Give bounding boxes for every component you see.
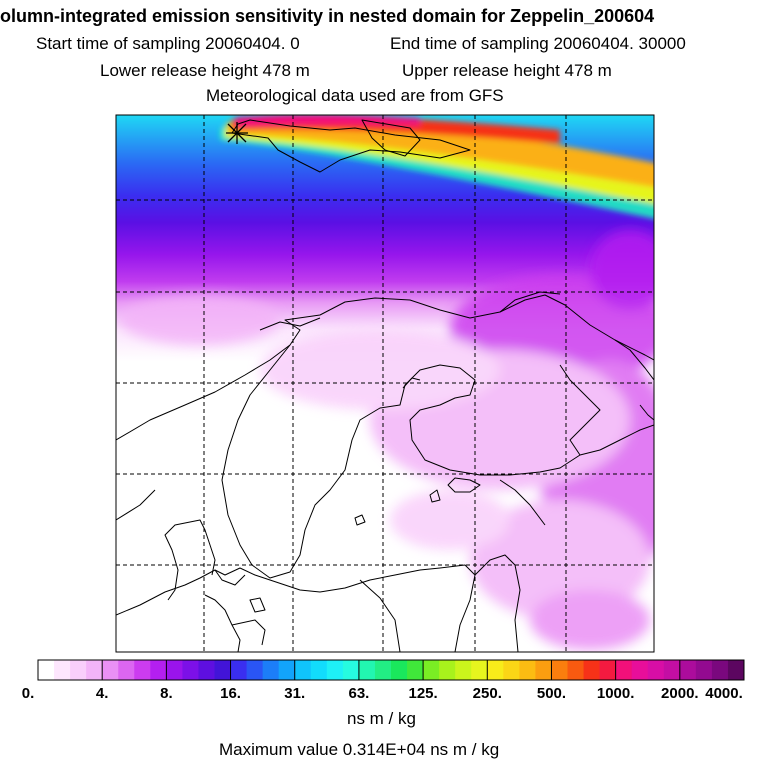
colorbar-swatch bbox=[166, 660, 183, 680]
colorbar-label: 16. bbox=[220, 685, 241, 702]
colorbar-swatch bbox=[727, 660, 745, 680]
coastlines bbox=[116, 119, 654, 652]
colorbar-swatch bbox=[214, 660, 232, 680]
colorbar-swatch bbox=[391, 660, 408, 680]
colorbar-swatch bbox=[294, 660, 312, 680]
colorbar-swatch bbox=[711, 660, 729, 680]
colorbar-label: 4000. bbox=[705, 685, 743, 702]
colorbar-label: 4. bbox=[95, 685, 109, 702]
colorbar-swatch bbox=[310, 660, 328, 680]
colorbar-swatch bbox=[535, 660, 552, 680]
colorbar-swatch bbox=[455, 660, 472, 680]
colorbar-swatch bbox=[374, 660, 392, 680]
colorbar-swatch bbox=[326, 660, 344, 680]
colorbar-swatch bbox=[358, 660, 376, 680]
colorbar-swatch bbox=[647, 660, 665, 680]
colorbar-label: 0. bbox=[21, 685, 35, 702]
plot-title: olumn-integrated emission sensitivity in… bbox=[0, 6, 655, 26]
colorbar-swatch bbox=[38, 660, 55, 680]
colorbar-label: 8. bbox=[160, 685, 173, 702]
colorbar-frame bbox=[37, 659, 745, 681]
colorbar-swatch bbox=[407, 660, 424, 680]
colorbar-label: 250. bbox=[472, 685, 502, 702]
lower-release-height-label: Lower release height 478 m bbox=[100, 61, 310, 80]
release-location-marker bbox=[226, 122, 248, 144]
colorbar-swatch bbox=[150, 660, 167, 680]
colorbar-swatch bbox=[503, 660, 520, 680]
colorbar-swatch bbox=[262, 660, 280, 680]
colorbar-swatch bbox=[631, 660, 649, 680]
colorbar-swatch bbox=[86, 660, 103, 680]
colorbar-swatch bbox=[182, 660, 199, 680]
colorbar-label: 1000. bbox=[596, 685, 635, 702]
colorbar-swatch bbox=[487, 660, 504, 680]
end-time-label: End time of sampling 20060404. 30000 bbox=[390, 34, 686, 53]
colorbar-swatch bbox=[439, 660, 456, 680]
colorbar-swatch bbox=[471, 660, 488, 680]
colorbar-swatch bbox=[567, 660, 585, 680]
colorbar-swatch bbox=[230, 660, 248, 680]
colorbar-swatch bbox=[615, 660, 633, 680]
met-data-label: Meteorological data used are from GFS bbox=[206, 86, 504, 105]
colorbar-swatch bbox=[583, 660, 601, 680]
colorbar-swatch bbox=[519, 660, 536, 680]
colorbar-swatch bbox=[102, 660, 119, 680]
colorbar-swatch bbox=[278, 660, 296, 680]
start-time-label: Start time of sampling 20060404. 0 bbox=[36, 34, 300, 53]
colorbar-swatch bbox=[551, 660, 568, 680]
colorbar-swatch bbox=[246, 660, 264, 680]
map-frame bbox=[115, 114, 655, 653]
colorbar-label: 500. bbox=[536, 685, 567, 702]
colorbar-label: 125. bbox=[408, 685, 438, 702]
colorbar-swatch bbox=[679, 660, 697, 680]
colorbar-swatch bbox=[54, 660, 71, 680]
colorbar-units-label: ns m / kg bbox=[347, 709, 416, 728]
lat-lon-grid bbox=[116, 115, 654, 652]
colorbar-label: 63. bbox=[348, 685, 370, 702]
colorbar-swatch bbox=[198, 660, 215, 680]
colorbar-swatch bbox=[663, 660, 681, 680]
colorbar-swatch bbox=[342, 660, 360, 680]
colorbar-swatch bbox=[118, 660, 135, 680]
colorbar-swatch bbox=[134, 660, 151, 680]
colorbar-swatch bbox=[695, 660, 713, 680]
colorbar-label: 2000. bbox=[661, 685, 699, 702]
colorbar-swatch bbox=[423, 660, 440, 680]
upper-release-height-label: Upper release height 478 m bbox=[402, 61, 612, 80]
colorbar-label: 31. bbox=[284, 685, 306, 702]
colorbar bbox=[37, 659, 745, 681]
max-value-label: Maximum value 0.314E+04 ns m / kg bbox=[219, 740, 500, 759]
colorbar-swatch bbox=[70, 660, 87, 680]
colorbar-swatch bbox=[599, 660, 617, 680]
